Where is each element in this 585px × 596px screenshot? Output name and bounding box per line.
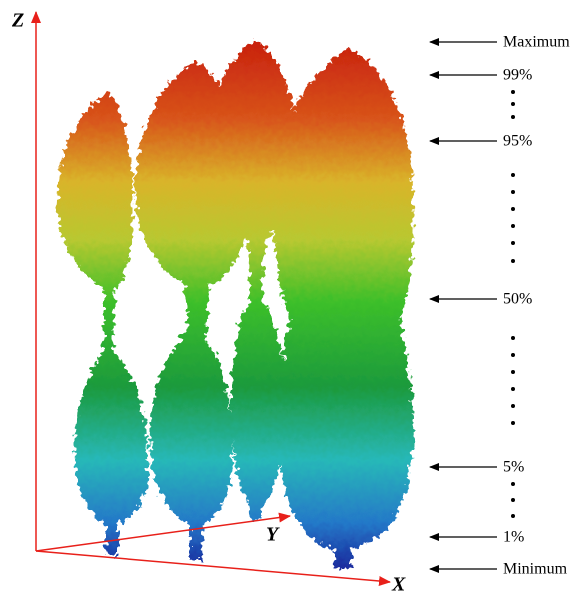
- level-label: 99%: [503, 67, 532, 84]
- level-label: 5%: [503, 459, 524, 476]
- level-label: 50%: [503, 291, 532, 308]
- level-label: 95%: [503, 133, 532, 150]
- level-label: 1%: [503, 529, 524, 546]
- z-axis-label: Z: [11, 10, 24, 32]
- x-axis-label: X: [391, 574, 406, 596]
- level-arrows: [430, 42, 497, 569]
- trees: [58, 40, 413, 568]
- diagram: Z Y X Maximum 99% 95% 50% 5% 1% Minimum: [0, 0, 585, 596]
- tree: [274, 48, 413, 568]
- level-label: Minimum: [503, 561, 568, 578]
- y-axis: [36, 516, 290, 551]
- tree: [58, 92, 148, 555]
- level-label: Maximum: [503, 34, 570, 51]
- y-axis-label: Y: [266, 524, 280, 546]
